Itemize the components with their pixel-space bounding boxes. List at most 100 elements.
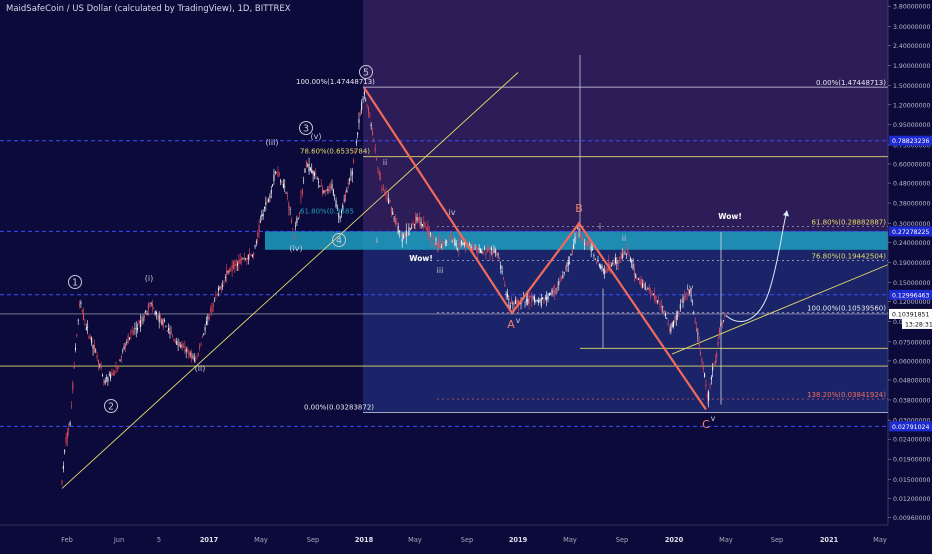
candle-body	[372, 131, 373, 135]
candle-body	[424, 225, 426, 227]
projection-arrowhead	[783, 210, 789, 217]
candle-body	[555, 288, 557, 290]
candle-body	[211, 307, 213, 312]
candle-body	[176, 340, 178, 345]
candle-body	[621, 253, 623, 259]
candle-body	[204, 327, 206, 331]
candle-body	[365, 99, 367, 101]
price-axis[interactable]	[888, 0, 932, 550]
candle-body	[691, 301, 693, 303]
candle-body	[102, 375, 103, 376]
candle-body	[436, 241, 438, 247]
candle-body	[426, 227, 427, 230]
candle-body	[685, 296, 687, 298]
candle-body	[600, 265, 602, 269]
candle-body	[535, 299, 537, 301]
candle-body	[690, 295, 692, 297]
candle-body	[453, 237, 454, 243]
fib-right-label-4: 138.20%(0.03841924)	[807, 391, 886, 399]
candle-body	[465, 245, 467, 247]
candle-body	[475, 246, 477, 248]
candle-body	[646, 289, 648, 291]
candle-body	[565, 267, 567, 269]
candle-body	[529, 295, 531, 297]
candle-body	[594, 258, 596, 260]
candle-body	[723, 320, 724, 322]
y-tick-label: 3.80000000	[893, 4, 930, 11]
candle-body	[358, 119, 360, 123]
candle-body	[247, 254, 249, 260]
candle-body	[671, 322, 673, 328]
candle-body	[394, 219, 396, 224]
candle-body	[605, 268, 607, 273]
price-tag-label-2: 0.12996463	[892, 292, 929, 299]
candle-body	[162, 318, 164, 328]
candle-body	[509, 304, 511, 310]
candle-body	[239, 258, 241, 264]
wave-label-14: v	[516, 316, 521, 325]
candle-body	[617, 263, 619, 264]
projection-zone-lower	[363, 242, 888, 413]
candle-body	[570, 254, 572, 256]
y-tick-label: 0.38000000	[893, 201, 930, 208]
wave-label-10: i	[376, 236, 378, 245]
candle-body	[150, 302, 152, 305]
candle-body	[289, 209, 291, 210]
candle-body	[234, 264, 236, 267]
candle-body	[65, 437, 67, 443]
candle-body	[718, 327, 720, 336]
x-tick-label-11: Sep	[616, 536, 628, 544]
candle-body	[126, 341, 128, 344]
candle-body	[374, 147, 376, 151]
candle-body	[220, 286, 222, 289]
y-tick-label: 0.06000000	[893, 358, 930, 365]
candle-body	[500, 264, 502, 269]
candle-body	[710, 377, 712, 380]
candle-body	[440, 246, 442, 248]
candle-body	[160, 317, 162, 319]
candle-body	[103, 380, 105, 383]
candle-body	[497, 253, 499, 256]
candle-body	[716, 353, 718, 358]
wave-label-11: ii	[383, 158, 387, 167]
candle-body	[597, 259, 599, 261]
candle-body	[697, 332, 699, 335]
candle-body	[291, 219, 292, 224]
candle-body	[546, 296, 548, 300]
wave-label-16: ii	[622, 234, 626, 243]
candle-body	[143, 315, 145, 318]
candle-body	[135, 328, 137, 330]
candle-body	[73, 366, 75, 369]
price-tag-2	[889, 289, 932, 300]
candle-body	[161, 319, 163, 325]
x-tick-label-7: May	[408, 536, 422, 544]
candle-body	[296, 218, 298, 224]
projection-curve	[725, 211, 788, 322]
candle-body	[629, 258, 631, 262]
candle-body	[293, 234, 295, 237]
candle-body	[312, 170, 314, 175]
candle-body	[313, 172, 315, 176]
candle-body	[682, 297, 684, 304]
candle-body	[219, 287, 221, 289]
candle-body	[141, 321, 143, 323]
candle-body	[482, 251, 484, 254]
candle-body	[339, 216, 341, 219]
countdown-tag	[902, 318, 932, 329]
candle-body	[168, 327, 170, 331]
candle-body	[297, 217, 299, 219]
price-tag-label-3: 0.02791024	[892, 424, 929, 431]
price-tag-3	[889, 421, 932, 432]
candle-body	[504, 284, 506, 287]
candle-body	[264, 206, 265, 209]
time-axis[interactable]	[0, 525, 932, 550]
y-tick-label: 0.75000000	[893, 142, 930, 149]
candle-body	[76, 335, 78, 336]
candle-body	[639, 278, 641, 285]
wave-label-5: (i)	[145, 274, 153, 283]
candle-body	[575, 233, 577, 237]
wave-label-6: (ii)	[195, 364, 206, 373]
x-tick-label-10: May	[563, 536, 577, 544]
candle-body	[238, 260, 240, 264]
